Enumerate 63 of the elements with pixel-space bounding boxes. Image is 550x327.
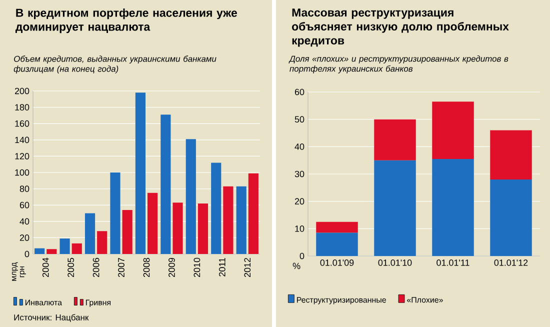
- chart-subtitle: Объем кредитов, выданных украинскими банками физлицам (на конец года): [14, 56, 216, 74]
- chart-title: В кредитном портфеле населения уже доминирует нацвалюта: [15, 8, 238, 34]
- y-tick-label: 60: [294, 88, 304, 96]
- bar: [60, 238, 70, 254]
- bar: [432, 102, 474, 159]
- bar: [316, 222, 358, 233]
- y-tick-label: 140: [15, 136, 30, 144]
- bar: [490, 130, 532, 180]
- y-tick-label: 20: [20, 234, 30, 241]
- x-tick-label: 2008: [143, 258, 150, 278]
- bar: [160, 114, 171, 254]
- bar: [248, 173, 258, 254]
- y-tick-label: 30: [294, 170, 304, 178]
- y-tick-label: 10: [295, 225, 304, 232]
- chart-title: Массовая реструктуризация объясняет низкую долю проблемных кредитов: [292, 8, 509, 47]
- y-tick-label: 200: [14, 88, 30, 94]
- x-tick-label: 2009: [168, 258, 175, 278]
- x-tick-label: 2007: [118, 258, 124, 278]
- bar: [211, 162, 222, 254]
- bar: [84, 213, 96, 254]
- y-tick-label: 100: [15, 169, 30, 176]
- chart-subtitle: Доля «плохих» и реструктуризированных кредитов в портфелях украинских банков: [288, 56, 508, 74]
- y-tick-label: 60: [20, 202, 30, 208]
- bar: [316, 232, 358, 256]
- text: Источник: Нацбанк: [14, 314, 89, 322]
- bar: [147, 192, 158, 254]
- x-tick-label: 2010: [194, 258, 200, 278]
- bar: [46, 249, 57, 254]
- y-tick-label: 80: [20, 186, 30, 192]
- bar: [374, 160, 416, 256]
- bar: [186, 139, 196, 254]
- bar: [135, 92, 146, 254]
- bar: [122, 210, 132, 254]
- bar: [110, 172, 120, 254]
- y-tick-label: 40: [294, 143, 304, 150]
- x-tick-label: 01.01'10: [378, 260, 412, 266]
- bar: [236, 186, 246, 254]
- bar: [374, 119, 416, 160]
- x-tick-label: 01.01'11: [436, 260, 470, 266]
- bar: [172, 202, 183, 254]
- y-tick-label: 50: [294, 116, 304, 123]
- x-tick-label: 2005: [68, 258, 74, 278]
- x-tick-label: 2011: [218, 258, 226, 276]
- x-tick-label: 2012: [244, 258, 251, 278]
- bar: [198, 203, 208, 254]
- bar: [490, 179, 532, 256]
- bar: [34, 248, 45, 254]
- x-tick-label: 01.01'12: [494, 260, 528, 266]
- x-tick-label: 01.01'09: [320, 260, 354, 266]
- y-tick-label: 160: [15, 120, 30, 127]
- y-tick-label: 0: [300, 252, 304, 260]
- y-tick-label: 0: [24, 250, 30, 258]
- y-tick-label: 40: [20, 218, 30, 225]
- x-tick-label: 2004: [42, 258, 49, 278]
- bar: [432, 158, 474, 256]
- y-axis-title: %: [292, 262, 300, 270]
- bar: [72, 243, 82, 254]
- y-tick-label: 180: [15, 104, 30, 110]
- bar: [97, 231, 108, 254]
- y-tick-label: 120: [15, 153, 30, 160]
- x-tick-label: 2006: [92, 258, 100, 278]
- y-tick-label: 20: [294, 198, 304, 205]
- bar: [223, 186, 234, 254]
